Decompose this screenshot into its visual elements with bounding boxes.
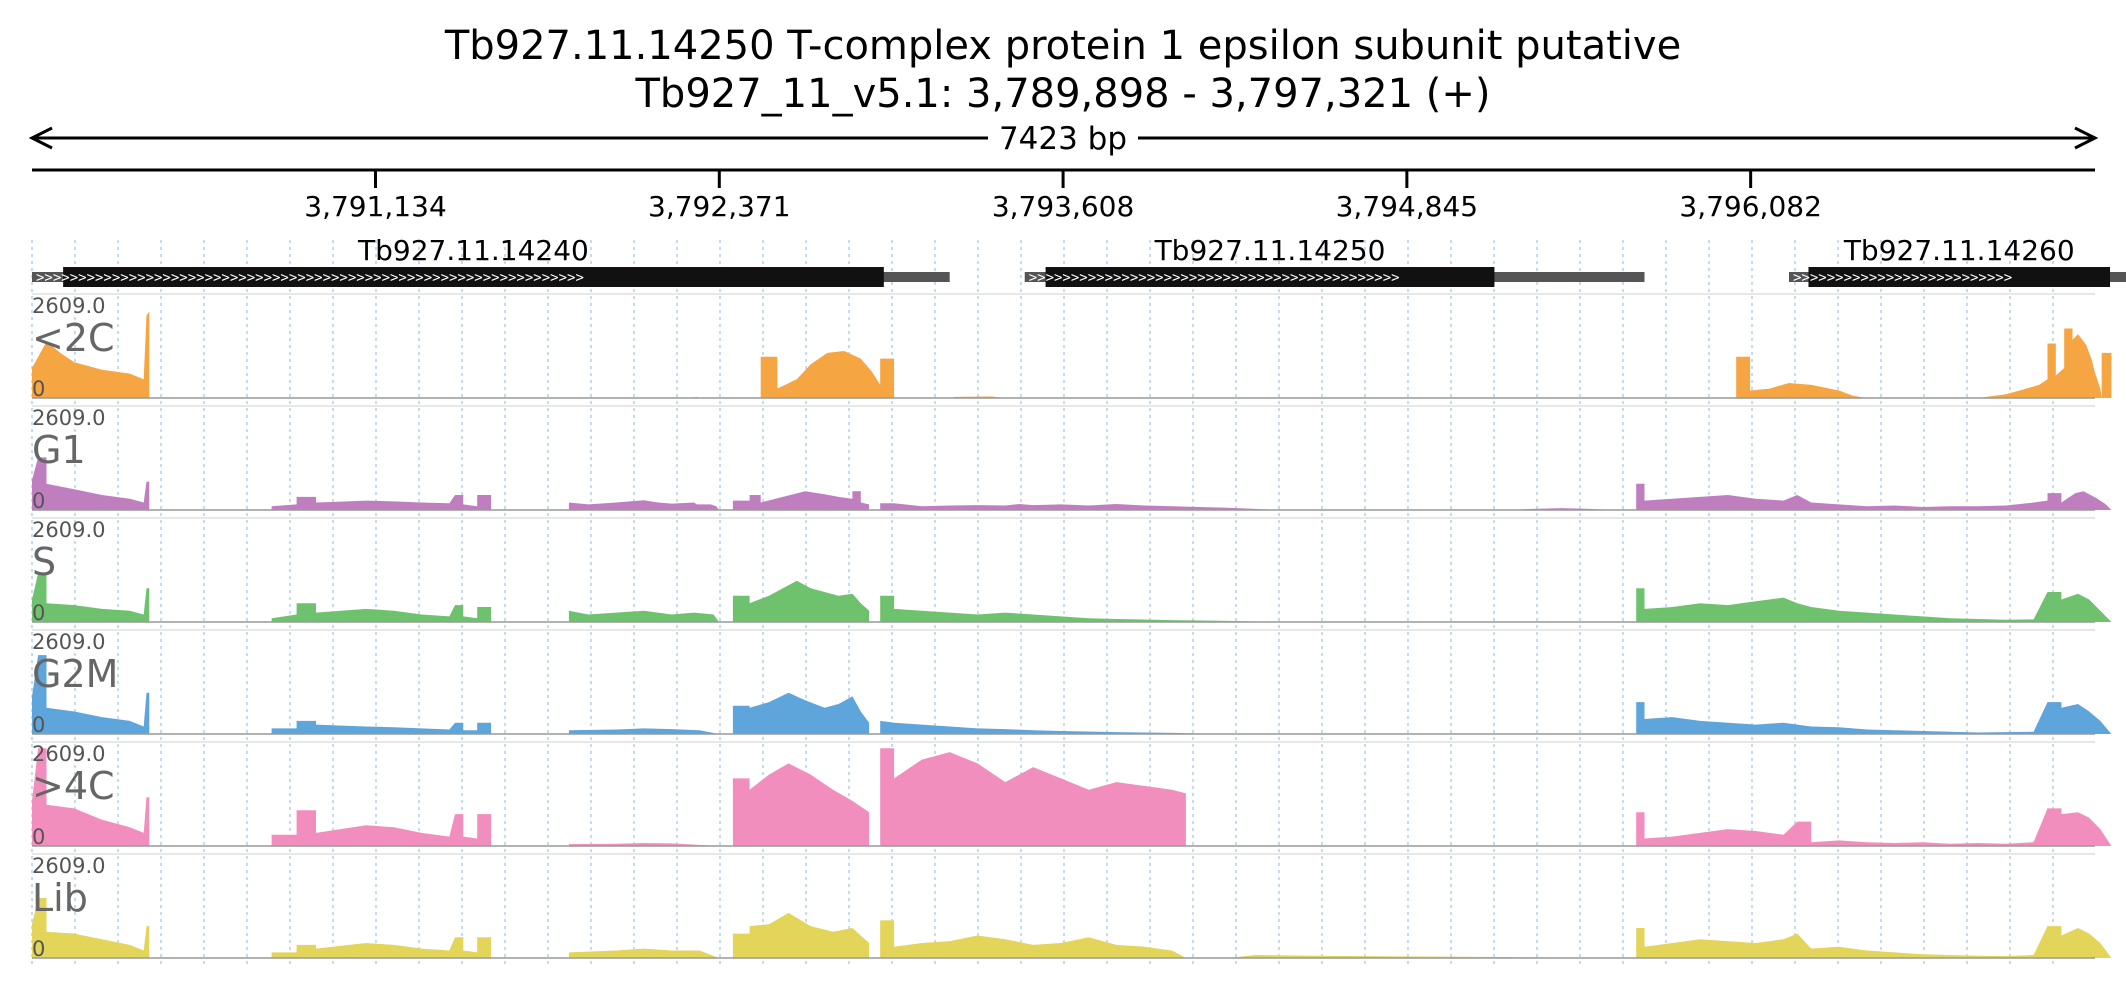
track-name-label: Lib (32, 876, 88, 920)
span-length-label: 7423 bp (999, 121, 1127, 157)
coverage-area (32, 897, 2112, 958)
coverage-tracks: 2609.00<2C2609.00G12609.00S2609.00G2M260… (32, 293, 2112, 961)
gene-track: >>>>>>>>>>>>>>>>>>>>>>>>>>>>>>>>>>>>>>>>… (32, 234, 2126, 287)
track-max-label: 2609.0 (32, 742, 105, 766)
track-max-label: 2609.0 (32, 294, 105, 318)
ruler-tick-label: 3,796,082 (1679, 190, 1822, 223)
coverage-area (32, 311, 2112, 398)
track-name-label: <2C (32, 316, 115, 360)
track-zero-label: 0 (32, 825, 45, 849)
ruler-tick-label: 3,794,845 (1336, 190, 1479, 223)
gene-cds-bar (1045, 267, 1495, 287)
track-name-label: S (32, 540, 56, 584)
track-zero-label: 0 (32, 937, 45, 961)
track-name-label: G1 (32, 428, 86, 472)
chart-subtitle: Tb927_11_v5.1: 3,789,898 - 3,797,321 (+) (635, 71, 1491, 117)
gene-name-label: Tb927.11.14260 (1843, 234, 2075, 267)
span-arrowhead-left (28, 126, 53, 150)
track-max-label: 2609.0 (32, 406, 105, 430)
ruler-tick-label: 3,793,608 (992, 190, 1135, 223)
coverage-area (32, 573, 2112, 622)
track-zero-label: 0 (32, 377, 45, 401)
chart-title: Tb927.11.14250 T-complex protein 1 epsil… (444, 23, 1682, 69)
ruler-tick-label: 3,791,134 (304, 190, 447, 223)
track-zero-label: 0 (32, 489, 45, 513)
coverage-area (32, 748, 2112, 846)
gene-name-label: Tb927.11.14240 (357, 234, 589, 267)
coverage-area (32, 457, 2112, 510)
gene-name-label: Tb927.11.14250 (1154, 234, 1386, 267)
gene-strand-chevrons: >>>>>>>>>>>>>>>>>>>>>>>>>>>>>>>>>>>>>>>>… (36, 270, 584, 286)
gene-strand-chevrons: >>>>>>>>>>>>>>>>>>>>>>>>>> (1793, 270, 2012, 286)
track-zero-label: 0 (32, 713, 45, 737)
gene-cds-bar (1808, 267, 2111, 287)
gene-strand-chevrons: >>>>>>>>>>>>>>>>>>>>>>>>>>>>>>>>>>>>>>>>… (1029, 270, 1400, 286)
ruler-tick-label: 3,792,371 (648, 190, 791, 223)
coverage-area (32, 655, 2112, 734)
track-max-label: 2609.0 (32, 854, 105, 878)
track-max-label: 2609.0 (32, 630, 105, 654)
span-indicator: 7423 bp (28, 121, 2099, 157)
coordinate-ruler: 3,791,134 3,792,371 3,793,608 3,794,845 3,79… (32, 168, 2095, 223)
track-zero-label: 0 (32, 601, 45, 625)
span-arrowhead-right (2074, 126, 2099, 150)
track-name-label: >4C (32, 764, 115, 808)
track-name-label: G2M (32, 652, 118, 696)
track-max-label: 2609.0 (32, 518, 105, 542)
gene-cds-bar (63, 267, 884, 287)
